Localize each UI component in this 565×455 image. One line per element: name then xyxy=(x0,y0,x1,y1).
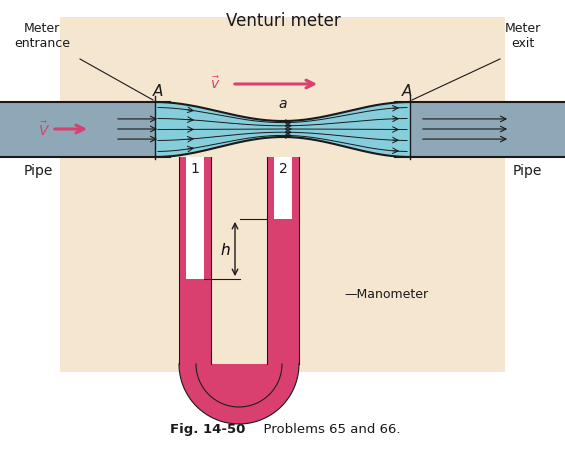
Bar xyxy=(274,157,292,219)
Bar xyxy=(274,157,292,364)
Bar xyxy=(395,103,565,157)
Text: $A$: $A$ xyxy=(401,83,413,99)
Text: $\vec{V}$: $\vec{V}$ xyxy=(38,121,50,139)
Bar xyxy=(274,219,292,364)
Text: 2: 2 xyxy=(279,162,288,176)
Text: $a$: $a$ xyxy=(278,97,288,111)
Text: Problems 65 and 66.: Problems 65 and 66. xyxy=(255,423,401,435)
Text: $h$: $h$ xyxy=(220,242,231,258)
Text: $\vec{v}$: $\vec{v}$ xyxy=(210,76,220,92)
Bar xyxy=(60,18,505,372)
Polygon shape xyxy=(155,103,410,157)
Text: $A$: $A$ xyxy=(152,83,164,99)
Polygon shape xyxy=(195,364,283,407)
Text: Meter
entrance: Meter entrance xyxy=(14,22,70,50)
Text: Pipe: Pipe xyxy=(23,164,53,177)
Polygon shape xyxy=(195,364,283,407)
Polygon shape xyxy=(179,364,299,424)
Bar xyxy=(267,157,299,364)
Text: 1: 1 xyxy=(190,162,199,176)
Text: —Manometer: —Manometer xyxy=(344,288,428,301)
Text: Venturi meter: Venturi meter xyxy=(225,12,340,30)
Bar xyxy=(186,157,204,279)
Bar xyxy=(179,157,211,364)
Bar xyxy=(0,103,170,157)
Text: Meter
exit: Meter exit xyxy=(505,22,541,50)
Bar xyxy=(186,157,204,364)
Bar xyxy=(186,279,204,364)
Text: Fig. 14-50: Fig. 14-50 xyxy=(170,423,245,435)
Text: Pipe: Pipe xyxy=(512,164,542,177)
